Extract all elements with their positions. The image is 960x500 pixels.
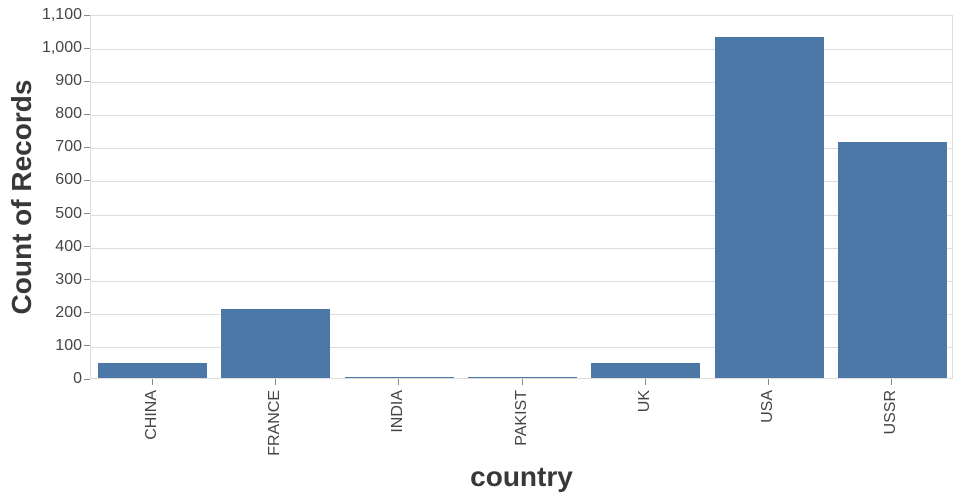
y-axis-tick: [84, 378, 90, 380]
y-axis-tick: [84, 146, 90, 148]
x-axis-tick: [274, 379, 276, 385]
x-axis-tick: [398, 379, 400, 385]
y-axis-tick: [84, 345, 90, 347]
y-tick-label: 100: [55, 336, 82, 354]
y-tick-label: 1,100: [41, 6, 82, 23]
y-axis-tick: [84, 113, 90, 115]
gridline: [91, 280, 952, 282]
bar-india: [344, 376, 454, 378]
gridline: [91, 181, 952, 183]
gridline: [91, 49, 952, 51]
x-axis-tick: [768, 379, 770, 385]
y-tick-label: 700: [55, 138, 82, 156]
y-axis-tick: [84, 246, 90, 248]
y-axis-tick: [84, 213, 90, 215]
bar-usa: [714, 36, 824, 378]
gridline: [91, 346, 952, 348]
gridline: [91, 82, 952, 84]
bar-ussr: [837, 141, 947, 378]
bar-pakist: [468, 377, 577, 378]
y-tick-label: 300: [55, 270, 82, 288]
x-axis-tick: [521, 379, 523, 385]
x-axis-tick: [891, 379, 893, 385]
y-axis-tick: [84, 179, 90, 181]
y-tick-label: 800: [55, 105, 82, 123]
gridline: [91, 313, 952, 315]
plot-area: [90, 15, 953, 379]
gridline: [91, 115, 952, 117]
bar-france: [221, 308, 331, 378]
y-tick-label: 200: [55, 303, 82, 321]
y-axis-tick: [84, 279, 90, 281]
x-axis-tick: [644, 379, 646, 385]
y-axis-title: Count of Records: [6, 79, 37, 315]
y-axis-tick: [84, 80, 90, 82]
y-axis-tick: [84, 14, 90, 16]
gridline: [91, 214, 952, 216]
y-axis-tick: [84, 47, 90, 49]
x-axis-tick: [151, 379, 153, 385]
y-tick-label: 900: [55, 72, 82, 90]
y-tick-label: 600: [55, 171, 82, 189]
y-tick-label: 0: [73, 370, 82, 387]
y-axis-tick: [84, 312, 90, 314]
y-tick-label: 500: [55, 204, 82, 222]
bar-china: [98, 363, 208, 378]
gridline: [91, 247, 952, 249]
bar-uk: [591, 363, 701, 378]
y-tick-label: 1,000: [41, 39, 82, 57]
x-axis-title: country: [470, 461, 573, 492]
gridline: [91, 148, 952, 150]
y-tick-label: 400: [55, 237, 82, 255]
